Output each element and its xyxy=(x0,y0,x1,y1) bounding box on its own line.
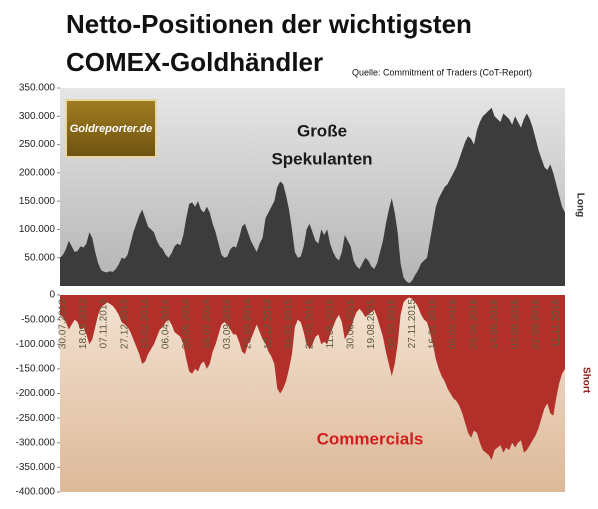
x-tick-label: 06.04.2014 xyxy=(160,299,171,349)
x-tick-label: 31.01.2015 xyxy=(284,299,295,349)
y-tick-label: 350.000 xyxy=(19,83,56,94)
area xyxy=(60,107,565,286)
x-tick-label: 26.05.2014 xyxy=(181,299,192,349)
y-tick-label: 200.000 xyxy=(19,167,56,178)
y-tick-label: -300.000 xyxy=(16,437,56,448)
x-tick-label: 14.06.2016 xyxy=(489,299,500,349)
x-tick-label: 25.04.2016 xyxy=(469,299,480,349)
x-tick-label: 11.11.2016 xyxy=(551,299,562,348)
x-tick-label: 23.10.2014 xyxy=(243,299,254,349)
title-line: COMEX-Goldhändler xyxy=(66,47,323,77)
title-line: Netto-Positionen der wichtigsten xyxy=(66,9,472,39)
x-tick-label: 12.12.2014 xyxy=(263,299,274,349)
annotation: Spekulanten xyxy=(271,149,372,168)
side-label: Long xyxy=(574,193,585,217)
x-tick-label: 18.09.2013 xyxy=(78,299,89,349)
y-tick-label: 50.000 xyxy=(24,252,55,263)
y-tick-label: -350.000 xyxy=(16,462,56,473)
x-tick-label: 15.07.2014 xyxy=(202,299,213,349)
y-tick-label: -200.000 xyxy=(16,388,56,399)
x-tick-label: 07.11.2013 xyxy=(99,299,110,349)
logo-box xyxy=(65,99,157,158)
annotation: Große xyxy=(297,121,347,140)
y-tick-label: -100.000 xyxy=(16,339,56,350)
x-tick-label: 15.02.2014 xyxy=(140,299,151,349)
x-tick-label: 30.06.2015 xyxy=(345,299,356,349)
area xyxy=(60,295,565,460)
logo-text: Goldreporter.de xyxy=(70,123,153,135)
x-tick-label: 22.09.2016 xyxy=(530,299,541,349)
source: Quelle: Commitment of Traders (CoT-Repor… xyxy=(352,67,532,77)
x-tick-label: 16.01.2016 xyxy=(428,299,439,349)
y-tick-label: -150.000 xyxy=(16,364,56,375)
x-tick-label: 03.08.2016 xyxy=(510,299,521,349)
x-tick-label: 22.03.2015 xyxy=(304,299,315,349)
x-tick-label: 30.07.2013 xyxy=(58,299,69,349)
y-tick-label: 150.000 xyxy=(19,196,56,207)
x-tick-label: 06.03.2016 xyxy=(448,299,459,349)
y-tick-label: -50.000 xyxy=(21,314,55,325)
x-tick-label: 27.11.2015 xyxy=(407,299,418,349)
x-tick-label: 27.12.2013 xyxy=(119,299,130,349)
y-tick-label: 250.000 xyxy=(19,139,56,150)
x-tick-label: 03.09.2014 xyxy=(222,299,233,349)
y-tick-label: -400.000 xyxy=(16,487,56,498)
side-label: Short xyxy=(580,367,591,394)
x-tick-label: 19.08.2015 xyxy=(366,299,377,349)
annotation: Commercials xyxy=(317,429,424,448)
y-tick-label: 300.000 xyxy=(19,111,56,122)
y-tick-label: 100.000 xyxy=(19,224,56,235)
x-tick-label: 11.05.2015 xyxy=(325,299,336,349)
y-tick-label: -250.000 xyxy=(16,413,56,424)
x-tick-label: 08.10.2015 xyxy=(386,299,397,349)
y-tick-label: 0 xyxy=(49,290,55,301)
